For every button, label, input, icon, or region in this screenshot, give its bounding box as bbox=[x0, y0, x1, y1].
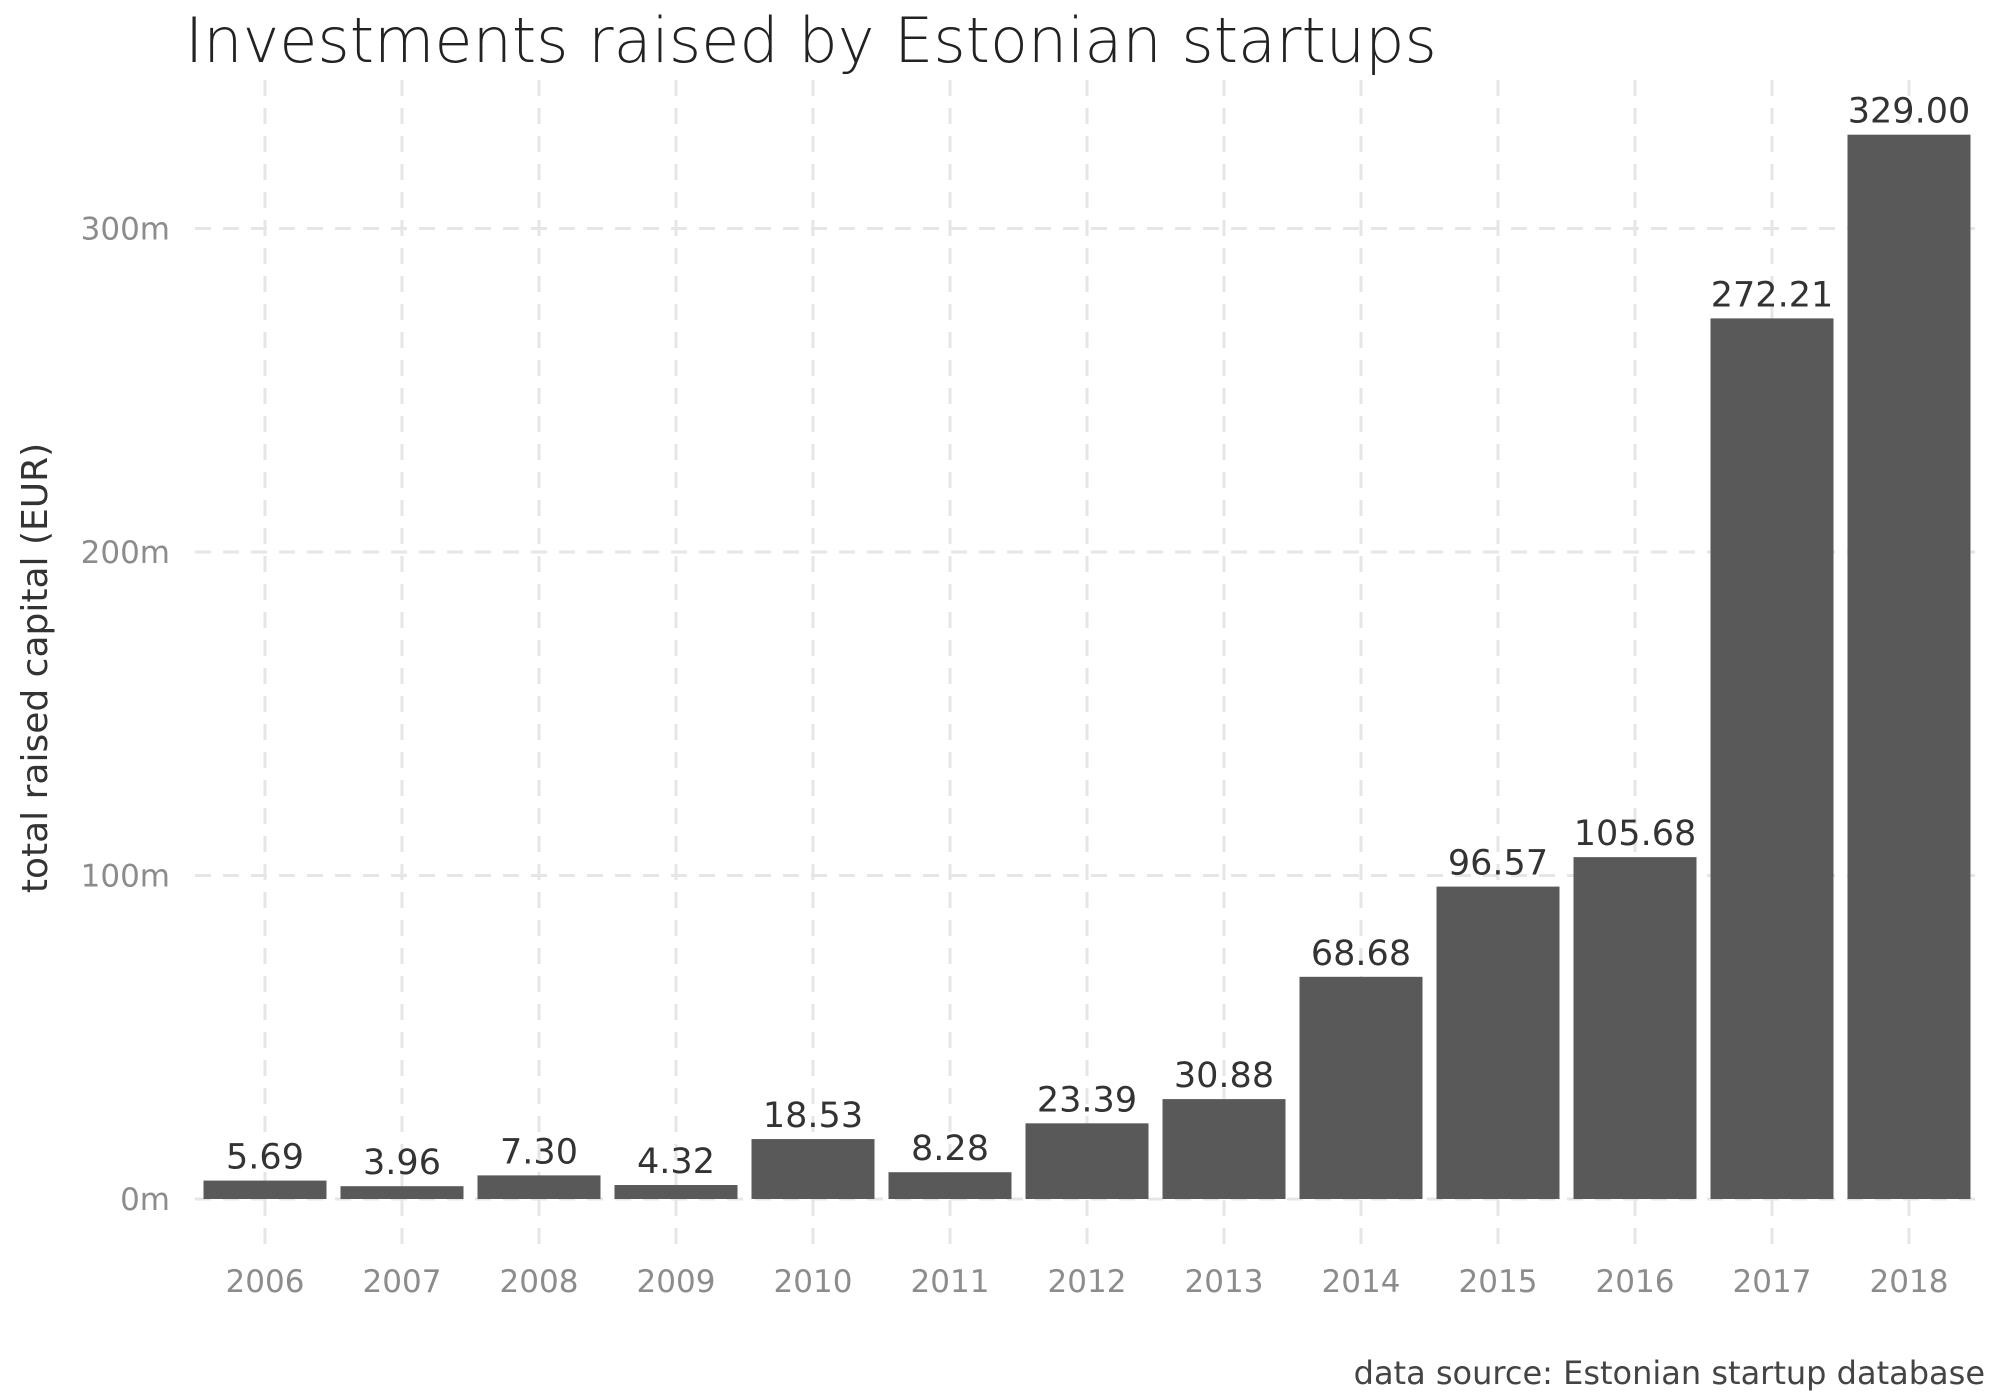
value-label-2007: 3.96 bbox=[363, 1143, 441, 1183]
value-label-2015: 96.57 bbox=[1448, 844, 1548, 884]
x-tick-label-2013: 2013 bbox=[1185, 1264, 1264, 1300]
value-label-2006: 5.69 bbox=[226, 1138, 304, 1178]
bar-2016 bbox=[1573, 857, 1697, 1199]
value-label-2011: 8.28 bbox=[911, 1129, 989, 1169]
x-tick-label-2014: 2014 bbox=[1322, 1264, 1401, 1300]
value-labels: 5.69 3.96 7.30 4.32 18.53 8.28 23.39 30.88 68.68… bbox=[226, 92, 1970, 1184]
x-tick-label-2010: 2010 bbox=[774, 1264, 853, 1300]
bar-2007 bbox=[340, 1186, 464, 1199]
bar-2015 bbox=[1436, 886, 1560, 1199]
x-tick-label-2018: 2018 bbox=[1870, 1264, 1949, 1300]
value-label-2009: 4.32 bbox=[637, 1142, 715, 1182]
y-tick-label: 200m bbox=[81, 535, 170, 571]
y-axis-ticks: 0m 100m 200m 300m bbox=[81, 212, 170, 1219]
bar-2017 bbox=[1710, 318, 1834, 1199]
y-tick-label: 100m bbox=[81, 859, 170, 895]
chart-caption: data source: Estonian startup database bbox=[1354, 1354, 1985, 1392]
x-tick-label-2017: 2017 bbox=[1733, 1264, 1812, 1300]
bar-2013 bbox=[1162, 1099, 1286, 1199]
x-tick-label-2015: 2015 bbox=[1459, 1264, 1538, 1300]
y-tick-label: 300m bbox=[81, 212, 170, 248]
x-tick-label-2011: 2011 bbox=[911, 1264, 990, 1300]
value-label-2017: 272.21 bbox=[1711, 275, 1833, 315]
x-tick-label-2007: 2007 bbox=[363, 1264, 442, 1300]
bar-2018 bbox=[1847, 134, 1971, 1199]
value-label-2013: 30.88 bbox=[1174, 1056, 1274, 1096]
x-tick-label-2012: 2012 bbox=[1048, 1264, 1127, 1300]
bar-2011 bbox=[888, 1172, 1012, 1199]
x-tick-label-2006: 2006 bbox=[226, 1264, 305, 1300]
y-axis-title: total raised capital (EUR) bbox=[15, 443, 56, 893]
chart-title: Investments raised by Estonian startups bbox=[185, 4, 1437, 77]
bar-2012 bbox=[1025, 1123, 1149, 1199]
x-axis-ticks: 2006 2007 2008 2009 2010 2011 2012 2013 2014 2015… bbox=[226, 1264, 1949, 1300]
value-label-2010: 18.53 bbox=[763, 1096, 863, 1136]
bar-2014 bbox=[1299, 976, 1423, 1199]
value-label-2014: 68.68 bbox=[1311, 934, 1411, 974]
x-tick-label-2008: 2008 bbox=[500, 1264, 579, 1300]
bar-2010 bbox=[751, 1139, 875, 1199]
x-tick-label-2009: 2009 bbox=[637, 1264, 716, 1300]
value-label-2008: 7.30 bbox=[500, 1132, 578, 1172]
grid-lines bbox=[195, 80, 1975, 1252]
value-label-2012: 23.39 bbox=[1037, 1080, 1137, 1120]
y-tick-label: 0m bbox=[120, 1182, 170, 1218]
bar-2006 bbox=[203, 1180, 327, 1199]
bar-2008 bbox=[477, 1175, 601, 1199]
value-label-2016: 105.68 bbox=[1574, 814, 1696, 854]
bars bbox=[203, 134, 1971, 1199]
bar-2009 bbox=[614, 1185, 738, 1199]
x-tick-label-2016: 2016 bbox=[1596, 1264, 1675, 1300]
value-label-2018: 329.00 bbox=[1848, 92, 1970, 132]
